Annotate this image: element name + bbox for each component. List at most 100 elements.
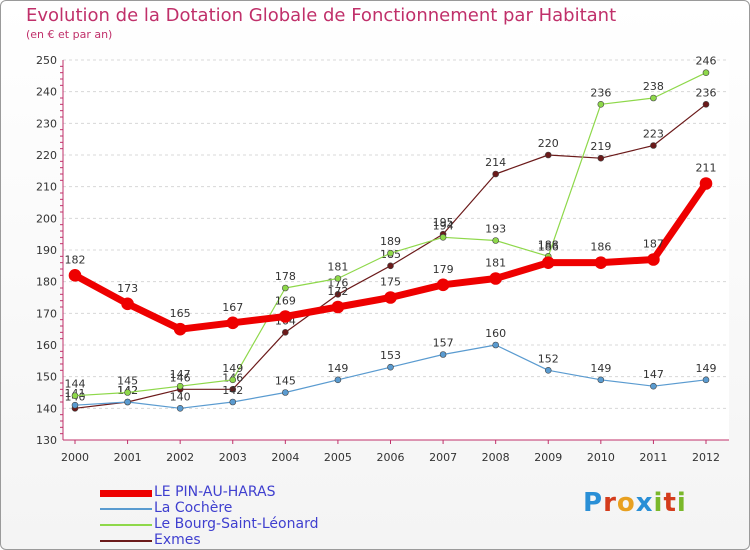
data-point [439,234,447,241]
x-tick-label: 2002 [166,451,194,464]
data-label: 194 [433,219,454,232]
data-point [699,177,713,190]
data-point [331,300,345,314]
y-tick-label: 190 [36,244,57,257]
data-point [229,398,237,406]
x-tick-label: 2003 [219,451,247,464]
data-point [124,398,131,406]
data-point [226,316,240,330]
logo-letter: o [616,488,636,518]
data-label: 149 [327,362,348,375]
data-point [594,256,608,269]
logo-letter: t [663,488,677,518]
y-tick-label: 240 [36,86,57,99]
data-label: 142 [222,384,243,397]
data-label: 149 [222,362,243,375]
x-tick-label: 2006 [377,451,405,464]
data-label: 219 [590,140,611,153]
data-point [387,363,394,371]
data-label: 220 [538,137,559,150]
legend-label: Exmes [154,532,201,548]
data-label: 238 [643,80,664,93]
data-label: 175 [380,276,401,289]
data-point [282,329,289,336]
x-tick-label: 2010 [587,451,615,464]
logo-letter: P [583,488,604,518]
data-label: 169 [275,295,296,308]
data-point [176,382,184,390]
data-point [71,392,79,399]
x-tick-label: 2000 [61,451,89,464]
data-point [279,310,292,323]
y-tick-label: 130 [36,434,57,447]
chart-title: Evolution de la Dotation Globale de Fonc… [26,5,617,26]
data-label: 181 [485,257,506,270]
data-point [702,69,710,76]
data-label: 160 [485,327,506,340]
y-tick-label: 150 [36,371,57,384]
data-point [436,278,450,292]
data-label: 165 [170,307,191,320]
x-tick-label: 2012 [692,451,720,464]
data-point [229,376,237,384]
data-label: 223 [643,128,664,141]
data-point [597,154,605,162]
y-tick-label: 160 [36,339,57,352]
data-point [439,351,447,358]
data-point [492,237,499,244]
y-tick-label: 210 [36,181,57,194]
data-label: 149 [696,362,717,375]
data-point [229,386,237,393]
data-label: 172 [327,285,348,298]
y-tick-label: 220 [36,149,57,162]
data-label: 179 [433,263,454,276]
legend-label: La Cochère [154,500,233,516]
x-tick-label: 2004 [271,451,299,464]
y-tick-label: 140 [36,402,57,415]
data-point [282,389,289,396]
data-point [597,101,605,108]
data-label: 186 [538,241,559,254]
data-point [544,151,552,159]
logo-letter: i [676,488,687,518]
logo-letter: i [653,488,664,518]
data-label: 140 [170,390,191,403]
x-tick-label: 2008 [482,451,510,464]
data-label: 157 [433,337,454,350]
legend-swatch [100,508,152,510]
data-point [650,142,657,149]
data-label: 178 [275,270,296,283]
data-point [702,376,710,384]
data-label: 193 [485,223,506,236]
data-point [541,256,555,269]
legend-swatch [100,540,152,542]
data-label: 153 [380,349,401,362]
data-label: 145 [117,375,138,388]
data-label: 189 [380,235,401,248]
data-label: 246 [696,55,717,68]
x-tick-label: 2011 [639,451,667,464]
x-tick-label: 2001 [114,451,142,464]
data-point [492,341,499,349]
data-label: 211 [696,162,717,175]
logo-letter: r [603,488,617,518]
data-label: 195 [433,216,454,229]
legend-label: Le Bourg-Saint-Léonard [154,516,319,532]
data-point [124,389,131,396]
legend-swatch [100,524,152,526]
data-point [544,367,552,374]
data-label: 236 [696,86,717,99]
data-point [384,291,397,304]
x-tick-label: 2009 [534,451,562,464]
data-label: 173 [117,282,138,295]
data-label: 146 [170,371,191,384]
data-point [173,322,187,336]
data-point [71,401,79,409]
y-tick-label: 230 [36,117,57,130]
data-label: 188 [538,238,559,251]
data-label: 167 [222,301,243,314]
data-label: 186 [590,241,611,254]
data-point [650,94,657,102]
data-label: 187 [643,238,664,251]
y-tick-label: 250 [36,54,57,67]
